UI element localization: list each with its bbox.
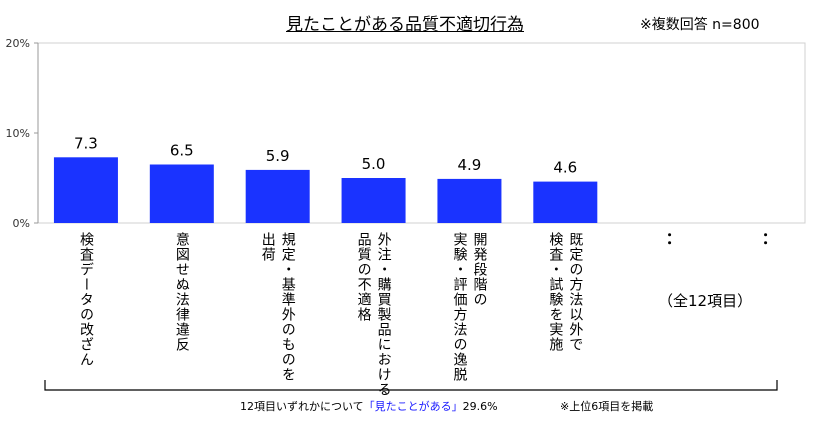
y-tick-label: 0% <box>13 217 30 230</box>
bar <box>53 157 118 223</box>
omitted-marker: ： <box>655 232 674 248</box>
footnote: ※上位6項目を掲載 <box>560 400 654 413</box>
bar <box>341 178 406 223</box>
chart-title: 見たことがある品質不適切行為 <box>286 15 524 35</box>
data-label: 5.9 <box>266 147 290 165</box>
category-label: 外注・購買製品における 品質の不適格 <box>355 232 392 397</box>
bracket <box>44 380 778 391</box>
bar <box>533 181 598 223</box>
y-tick-label: 20% <box>6 37 30 50</box>
bar <box>245 169 310 223</box>
data-label: 6.5 <box>170 142 194 160</box>
category-label: 意図せぬ法律違反 <box>173 232 190 352</box>
summary-text: 12項目いずれかについて「見たことがある」29.6% <box>240 398 498 414</box>
omitted-label: （全12項目） <box>658 292 753 310</box>
summary-highlight: 「見たことがある」 <box>363 400 463 413</box>
data-label: 7.3 <box>74 134 98 152</box>
omitted-marker: ： <box>751 232 770 248</box>
summary-prefix: 12項目いずれかについて <box>240 400 364 413</box>
bar <box>149 164 214 223</box>
category-label: 開発段階の 実験・評価方法の逸脱 <box>451 232 488 382</box>
data-label: 5.0 <box>362 155 386 173</box>
category-label: 規定・基準外のものを 出荷 <box>259 232 296 382</box>
data-label: 4.6 <box>553 159 577 177</box>
category-label: 検査データの改ざん <box>77 232 94 367</box>
category-label: 既定の方法以外で 検査・試験を実施 <box>547 232 584 352</box>
data-label: 4.9 <box>458 156 482 174</box>
sample-note: ※複数回答 n=800 <box>640 17 760 33</box>
bar <box>437 178 502 223</box>
y-tick-label: 10% <box>6 127 30 140</box>
summary-value: 29.6% <box>462 400 498 413</box>
